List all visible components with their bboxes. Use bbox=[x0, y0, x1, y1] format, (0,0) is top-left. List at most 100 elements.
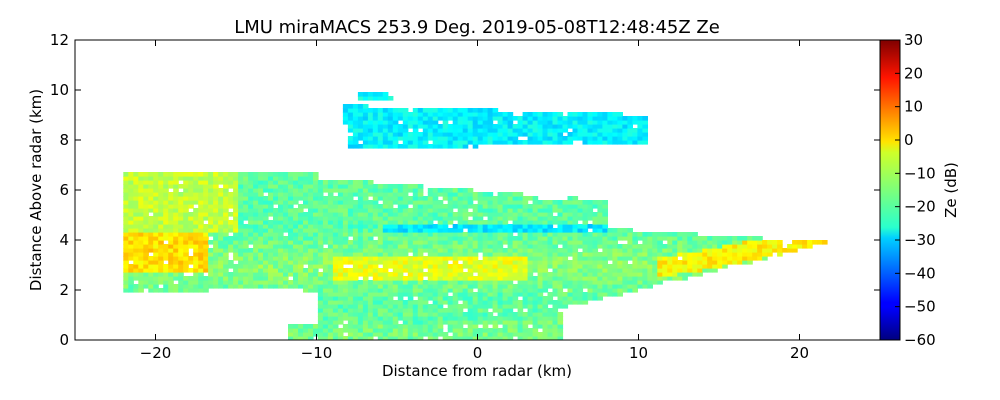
ze-cell bbox=[158, 216, 164, 221]
ze-cell bbox=[357, 284, 364, 289]
ze-cell bbox=[567, 260, 574, 265]
ze-cell bbox=[303, 196, 309, 201]
ze-cell bbox=[193, 180, 199, 185]
ze-cell bbox=[178, 260, 184, 265]
ze-cell bbox=[572, 220, 579, 225]
ze-cell bbox=[303, 280, 309, 285]
ze-cell bbox=[193, 188, 199, 193]
ze-cell bbox=[203, 284, 209, 289]
ze-cell bbox=[552, 284, 559, 289]
ze-cell bbox=[253, 236, 259, 241]
ze-cell bbox=[407, 228, 414, 233]
ze-cell bbox=[542, 308, 549, 313]
x-axis-ticks: −20 −10 0 10 20 bbox=[140, 40, 809, 362]
ze-cell bbox=[467, 244, 474, 249]
ze-cell bbox=[557, 200, 564, 205]
ze-cell bbox=[327, 188, 334, 193]
ze-cell bbox=[597, 228, 603, 233]
ze-cell bbox=[138, 208, 144, 213]
ze-cell bbox=[417, 136, 424, 141]
ze-cell bbox=[362, 204, 369, 209]
ze-cell bbox=[632, 256, 638, 261]
ze-cell bbox=[402, 212, 409, 217]
ze-cell bbox=[362, 208, 369, 213]
ze-cell bbox=[367, 136, 374, 141]
ze-cell bbox=[238, 264, 244, 269]
ze-cell bbox=[198, 288, 204, 293]
ze-cell bbox=[457, 328, 464, 333]
ze-cell bbox=[173, 272, 179, 277]
ze-cell bbox=[158, 264, 164, 269]
ze-cell bbox=[522, 300, 529, 305]
ze-cell bbox=[537, 216, 544, 221]
ze-cell bbox=[742, 240, 748, 245]
ze-cell bbox=[552, 200, 559, 205]
ze-cell bbox=[228, 260, 234, 265]
ze-cell bbox=[407, 312, 414, 317]
ze-cell bbox=[382, 276, 389, 281]
ze-cell bbox=[577, 252, 584, 257]
ze-cell bbox=[567, 208, 574, 213]
ze-cell bbox=[198, 260, 204, 265]
ze-cell bbox=[158, 176, 164, 181]
ze-cell bbox=[417, 284, 424, 289]
ze-cell bbox=[337, 248, 344, 253]
ze-cell bbox=[452, 128, 459, 133]
ze-cell bbox=[337, 280, 344, 285]
ze-cell bbox=[457, 240, 464, 245]
ze-cell bbox=[337, 228, 344, 233]
y-tick-label: 2 bbox=[59, 281, 69, 299]
ze-cell bbox=[462, 188, 469, 193]
ze-cell bbox=[557, 284, 564, 289]
ze-cell bbox=[452, 328, 459, 333]
ze-cell bbox=[317, 264, 324, 269]
ze-cell bbox=[522, 212, 529, 217]
ze-cell bbox=[502, 196, 509, 201]
ze-cell bbox=[352, 192, 359, 197]
ze-cell bbox=[447, 144, 454, 149]
ze-cell bbox=[123, 180, 129, 185]
ze-cell bbox=[407, 244, 414, 249]
ze-cell bbox=[427, 212, 434, 217]
ze-cell bbox=[367, 296, 374, 301]
ze-cell bbox=[313, 276, 319, 281]
ze-cell bbox=[572, 300, 579, 305]
ze-cell bbox=[183, 204, 189, 209]
ze-cell bbox=[437, 316, 444, 321]
ze-cell bbox=[382, 316, 389, 321]
ze-cell bbox=[158, 180, 164, 185]
ze-cell bbox=[233, 228, 239, 233]
ze-cell bbox=[278, 192, 284, 197]
ze-cell bbox=[342, 180, 349, 185]
ze-cell bbox=[642, 136, 648, 141]
ze-cell bbox=[402, 336, 409, 340]
ze-cell bbox=[243, 276, 249, 281]
ze-cell bbox=[557, 320, 564, 325]
ze-cell bbox=[547, 120, 554, 125]
ze-cell bbox=[522, 272, 529, 277]
ze-cell bbox=[138, 252, 144, 257]
ze-cell bbox=[332, 180, 339, 185]
ze-cell bbox=[233, 204, 239, 209]
ze-cell bbox=[507, 272, 514, 277]
ze-cell bbox=[293, 192, 299, 197]
ze-cell bbox=[352, 252, 359, 257]
ze-cell bbox=[587, 268, 594, 273]
ze-cell bbox=[507, 124, 514, 129]
ze-cell bbox=[517, 300, 524, 305]
ze-cell bbox=[223, 264, 229, 269]
ze-cell bbox=[143, 252, 149, 257]
ze-cell bbox=[397, 216, 404, 221]
ze-cell bbox=[492, 284, 499, 289]
ze-cell bbox=[707, 248, 713, 253]
ze-cell bbox=[337, 276, 344, 281]
ze-cell bbox=[547, 308, 554, 313]
ze-cell bbox=[143, 204, 149, 209]
ze-cell bbox=[442, 124, 449, 129]
ze-cell bbox=[382, 208, 389, 213]
ze-cell bbox=[512, 132, 519, 137]
ze-cell bbox=[562, 120, 569, 125]
ze-cell bbox=[602, 132, 608, 137]
ze-cell bbox=[317, 192, 324, 197]
ze-cell bbox=[642, 252, 648, 257]
